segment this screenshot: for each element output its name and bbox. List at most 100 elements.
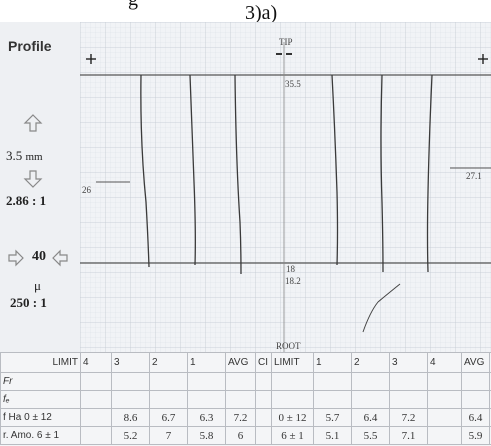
header-col-1-right: 1 bbox=[313, 352, 352, 373]
table-cell bbox=[187, 372, 226, 391]
arrow-right-icon bbox=[8, 249, 24, 267]
header-col-3: 3 bbox=[111, 352, 150, 373]
limits-table: LIMIT 4 3 2 1 AVG CI LIMIT 1 2 3 4 AVG C… bbox=[0, 352, 491, 445]
bottom-reading-a: 18 bbox=[286, 264, 295, 274]
heading-label: 3)a) bbox=[245, 2, 278, 22]
table-cell bbox=[225, 390, 256, 409]
table-cell: 5.7 bbox=[313, 408, 352, 427]
tip-dash-left bbox=[276, 53, 282, 55]
table-cell bbox=[313, 372, 352, 391]
bottom-reading-b: 18.2 bbox=[285, 276, 301, 286]
table-cell bbox=[427, 390, 462, 409]
top-reading: 35.5 bbox=[285, 79, 301, 89]
profile-grid bbox=[80, 22, 491, 352]
table-cell bbox=[149, 372, 188, 391]
table-cell: 0 ± 12 bbox=[271, 408, 314, 427]
left-marker-value: 26 bbox=[82, 185, 91, 195]
header-col-3-right: 3 bbox=[389, 352, 428, 373]
blade-trace-6 bbox=[426, 74, 433, 273]
table-cell bbox=[225, 372, 256, 391]
table-cell bbox=[313, 390, 352, 409]
table-cell bbox=[80, 408, 112, 427]
table-cell bbox=[271, 372, 314, 391]
arrow-left-icon bbox=[52, 249, 68, 267]
mic-value: 40 bbox=[32, 249, 46, 264]
table-cell bbox=[389, 390, 428, 409]
heading-clipped-text: g bbox=[128, 0, 138, 11]
thickness-value: 3.5 mm bbox=[6, 148, 43, 163]
table-cell bbox=[427, 426, 462, 445]
row-name: Fr bbox=[0, 372, 81, 391]
table-row: f Ha 0 ± 12 8.6 6.7 6.3 7.2 0 ± 12 5.7 6… bbox=[0, 408, 491, 427]
table-header-row: LIMIT 4 3 2 1 AVG CI LIMIT 1 2 3 4 AVG C bbox=[0, 352, 491, 373]
header-avg-right: AVG bbox=[461, 352, 490, 373]
table-cell: 6.7 bbox=[149, 408, 188, 427]
ratio-bottom: 250 : 1 bbox=[10, 295, 47, 310]
table-cell: 7.1 bbox=[389, 426, 428, 445]
table-cell bbox=[427, 372, 462, 391]
blade-trace-4 bbox=[331, 74, 339, 266]
table-cell bbox=[461, 372, 490, 391]
table-cell: 6 ± 1 bbox=[271, 426, 314, 445]
table-cell bbox=[187, 390, 226, 409]
table-cell: 8.6 bbox=[111, 408, 150, 427]
header-col-4-right: 4 bbox=[427, 352, 462, 373]
header-ci: CI bbox=[255, 352, 272, 373]
table-cell bbox=[461, 390, 490, 409]
table-cell: 5.5 bbox=[351, 426, 390, 445]
header-col-2: 2 bbox=[149, 352, 188, 373]
header-col-2-right: 2 bbox=[351, 352, 390, 373]
table-row: fₑ bbox=[0, 390, 491, 409]
arrow-down-icon bbox=[23, 170, 43, 188]
blade-trace-1 bbox=[140, 74, 150, 268]
header-col-4: 4 bbox=[80, 352, 112, 373]
profile-title: Profile bbox=[8, 38, 52, 54]
table-cell bbox=[255, 426, 272, 445]
root-fillet-curve bbox=[362, 283, 401, 333]
table-row: r. Amo. 6 ± 1 5.2 7 5.8 6 6 ± 1 5.1 5.5 … bbox=[0, 426, 491, 445]
table-cell bbox=[80, 372, 112, 391]
heading-fragment: g 3)a) bbox=[128, 0, 428, 22]
header-limit-right: LIMIT bbox=[271, 352, 314, 373]
header-col-1: 1 bbox=[187, 352, 226, 373]
profile-plot: TIP 35.5 26 27.1 18 18.2 ROOT bbox=[80, 22, 491, 352]
table-cell bbox=[80, 390, 112, 409]
table-cell bbox=[255, 372, 272, 391]
table-cell bbox=[255, 408, 272, 427]
table-cell bbox=[111, 390, 150, 409]
table-row: Fr bbox=[0, 372, 491, 391]
right-marker-value: 27.1 bbox=[466, 171, 482, 181]
table-cell: 5.1 bbox=[313, 426, 352, 445]
blade-trace-5 bbox=[380, 74, 384, 273]
row-name: r. Amo. 6 ± 1 bbox=[0, 426, 81, 445]
table-cell: 6.3 bbox=[187, 408, 226, 427]
profile-settings-panel: Profile 3.5 mm 2.86 : 1 40 μ 250 : 1 bbox=[0, 22, 80, 352]
header-limit: LIMIT bbox=[0, 352, 81, 373]
mu-symbol: μ bbox=[34, 278, 41, 293]
tip-label: TIP bbox=[279, 37, 293, 47]
table-cell bbox=[255, 390, 272, 409]
table-cell bbox=[351, 390, 390, 409]
table-cell: 6.4 bbox=[461, 408, 490, 427]
tip-dash-right bbox=[286, 53, 292, 55]
table-cell: 5.9 bbox=[461, 426, 490, 445]
blade-trace-3 bbox=[234, 74, 242, 275]
table-cell bbox=[389, 372, 428, 391]
table-cell: 7.2 bbox=[225, 408, 256, 427]
ratio-top: 2.86 : 1 bbox=[6, 193, 47, 208]
blade-trace-2 bbox=[189, 74, 196, 266]
table-cell: 7.2 bbox=[389, 408, 428, 427]
table-cell: 5.2 bbox=[111, 426, 150, 445]
table-cell bbox=[351, 372, 390, 391]
table-cell: 6 bbox=[225, 426, 256, 445]
row-name: f Ha 0 ± 12 bbox=[0, 408, 81, 427]
table-cell: 7 bbox=[149, 426, 188, 445]
root-label: ROOT bbox=[276, 341, 301, 351]
table-cell bbox=[149, 390, 188, 409]
arrow-up-icon bbox=[23, 114, 43, 132]
limits-table-wrap: LIMIT 4 3 2 1 AVG CI LIMIT 1 2 3 4 AVG C… bbox=[0, 352, 491, 446]
table-cell bbox=[80, 426, 112, 445]
table-cell: 5.8 bbox=[187, 426, 226, 445]
table-cell bbox=[111, 372, 150, 391]
row-name: fₑ bbox=[0, 390, 81, 409]
